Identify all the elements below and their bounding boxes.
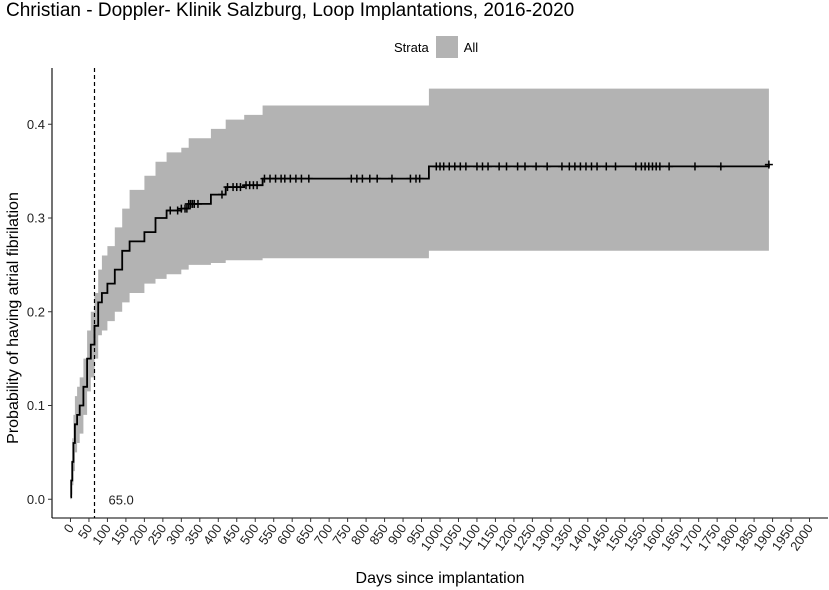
censor-mark [502, 162, 511, 171]
censor-mark [764, 160, 773, 169]
censor-mark [716, 162, 725, 171]
censor-mark [532, 162, 541, 171]
censor-mark [484, 162, 493, 171]
censor-mark [387, 174, 396, 183]
reference-annotation: 65.0 [108, 492, 133, 507]
censor-mark [415, 174, 424, 183]
censor-mark [557, 162, 566, 171]
reference-line-layer: 65.0 [93, 68, 134, 518]
confidence-band-layer [70, 88, 769, 500]
censor-mark [593, 162, 602, 171]
censor-mark [182, 204, 191, 213]
y-tick-label: 0.1 [27, 398, 45, 413]
legend-label: All [463, 39, 479, 55]
censor-mark [358, 174, 367, 183]
censor-mark [166, 206, 175, 215]
censor-mark [520, 162, 529, 171]
censor-marks-layer [166, 160, 773, 215]
y-tick-label: 0.2 [27, 304, 45, 319]
y-tick-label: 0.0 [27, 492, 45, 507]
legend-title: Strata [394, 39, 429, 55]
censor-mark [665, 162, 674, 171]
legend: Strata All [394, 36, 478, 58]
legend-key-swatch [435, 36, 458, 58]
censor-mark [373, 174, 382, 183]
y-axis-title: Probability of having atrial fibrilation [5, 192, 22, 444]
censor-mark [611, 162, 620, 171]
censor-mark [173, 206, 182, 215]
y-tick-label: 0.3 [27, 211, 45, 226]
x-axis-title: Days since implantation [356, 570, 525, 587]
censor-mark [602, 162, 611, 171]
censor-mark [365, 174, 374, 183]
censor-mark [304, 174, 313, 183]
y-tick-label: 0.4 [27, 117, 45, 132]
censor-mark [236, 183, 245, 192]
censor-mark [543, 162, 552, 171]
censor-mark [513, 162, 522, 171]
censor-mark [297, 174, 306, 183]
x-tick-label: 50 [75, 521, 96, 541]
censor-mark [461, 162, 470, 171]
censor-mark [690, 162, 699, 171]
censor-mark [193, 199, 202, 208]
censor-mark [495, 162, 504, 171]
censor-mark [253, 181, 262, 190]
confidence-band [70, 88, 769, 500]
censor-mark [655, 162, 664, 171]
censor-mark [217, 190, 226, 199]
chart-title: Christian - Doppler- Klinik Salzburg, Lo… [6, 0, 575, 21]
